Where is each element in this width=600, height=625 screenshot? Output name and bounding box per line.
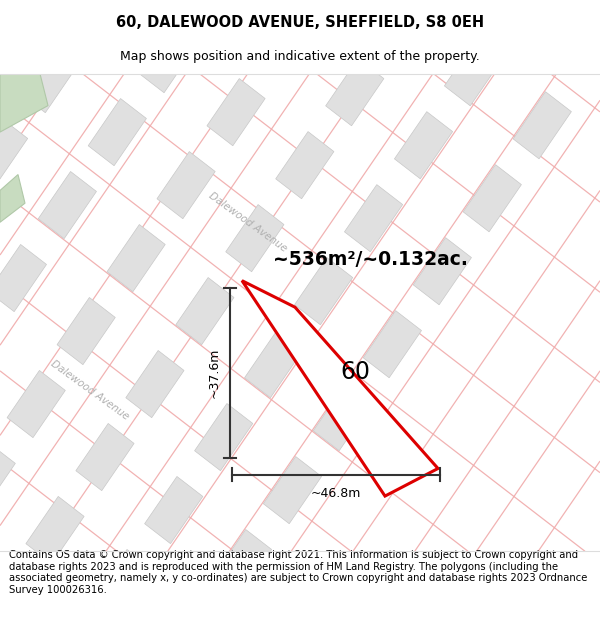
Polygon shape — [344, 184, 403, 252]
Polygon shape — [38, 171, 97, 239]
Polygon shape — [513, 92, 571, 159]
Polygon shape — [276, 132, 334, 199]
Polygon shape — [263, 456, 322, 524]
Polygon shape — [242, 281, 438, 496]
Polygon shape — [295, 258, 353, 325]
Polygon shape — [326, 59, 384, 126]
Polygon shape — [0, 74, 48, 132]
Polygon shape — [0, 569, 34, 625]
Polygon shape — [226, 204, 284, 272]
Polygon shape — [7, 371, 65, 438]
Polygon shape — [463, 164, 521, 232]
Polygon shape — [157, 151, 215, 219]
Text: 60, DALEWOOD AVENUE, SHEFFIELD, S8 0EH: 60, DALEWOOD AVENUE, SHEFFIELD, S8 0EH — [116, 15, 484, 30]
Text: ~46.8m: ~46.8m — [311, 488, 361, 501]
Text: Contains OS data © Crown copyright and database right 2021. This information is : Contains OS data © Crown copyright and d… — [9, 550, 587, 595]
Polygon shape — [138, 26, 196, 92]
Polygon shape — [257, 6, 315, 73]
Polygon shape — [207, 79, 265, 146]
Polygon shape — [245, 331, 303, 398]
Polygon shape — [126, 351, 184, 418]
Polygon shape — [0, 0, 9, 59]
Polygon shape — [19, 46, 77, 112]
Polygon shape — [57, 298, 115, 364]
Polygon shape — [394, 112, 452, 179]
Text: Map shows position and indicative extent of the property.: Map shows position and indicative extent… — [120, 50, 480, 63]
Text: ~37.6m: ~37.6m — [208, 348, 221, 398]
Polygon shape — [0, 244, 46, 312]
Polygon shape — [95, 549, 153, 617]
Polygon shape — [0, 119, 28, 186]
Text: Dalewood Avenue: Dalewood Avenue — [49, 358, 131, 422]
Polygon shape — [176, 278, 234, 345]
Polygon shape — [313, 384, 371, 451]
Polygon shape — [88, 99, 146, 166]
Text: ~536m²/~0.132ac.: ~536m²/~0.132ac. — [272, 250, 467, 269]
Polygon shape — [76, 424, 134, 491]
Text: Dalewood Avenue: Dalewood Avenue — [207, 191, 289, 254]
Polygon shape — [376, 0, 434, 53]
Text: 60: 60 — [340, 360, 370, 384]
Polygon shape — [194, 404, 253, 471]
Polygon shape — [26, 496, 84, 564]
Polygon shape — [413, 238, 472, 305]
Polygon shape — [145, 476, 203, 544]
Polygon shape — [363, 311, 421, 378]
Polygon shape — [0, 443, 16, 511]
Polygon shape — [214, 529, 272, 597]
Polygon shape — [0, 174, 25, 222]
Polygon shape — [445, 39, 503, 106]
Polygon shape — [107, 224, 165, 292]
